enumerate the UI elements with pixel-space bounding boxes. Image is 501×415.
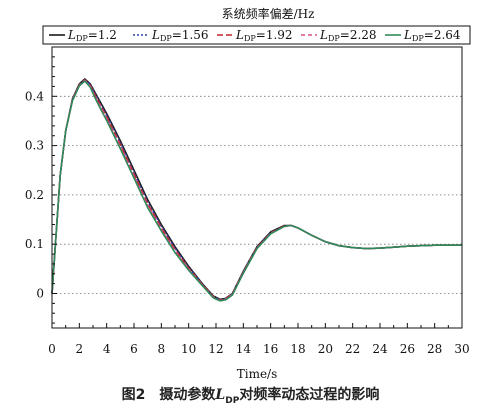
x-tick-label: 26	[400, 342, 415, 356]
x-tick-label: 8	[158, 342, 166, 356]
figure-caption: 图2 摄动参数LDP对频率动态过程的影响	[0, 384, 501, 406]
x-axis-label: Time/s	[237, 367, 278, 380]
x-tick-label: 18	[290, 342, 305, 356]
x-tick-label: 22	[345, 342, 360, 356]
series-line-4	[51, 79, 462, 302]
x-axis: 0 2 4 6 8 10 12 14 16 18 20 22 24 26 28 30	[48, 323, 470, 356]
x-tick-label: 20	[318, 342, 333, 356]
y-tick-label: 0.1	[25, 237, 44, 251]
y-tick-label: 0.4	[25, 89, 44, 103]
y-tick-label: 0	[36, 286, 44, 300]
caption-suffix: 对频率动态过程的影响	[239, 387, 380, 403]
y-tick-label: 0.2	[25, 188, 44, 202]
caption-prefix: 图2 摄动参数	[121, 387, 216, 403]
series-group	[51, 78, 462, 302]
series-line-2	[51, 78, 462, 301]
caption-subscript: DP	[225, 395, 240, 406]
chart-title: 系统频率偏差/Hz	[222, 6, 315, 21]
x-tick-label: 24	[372, 342, 388, 356]
legend-label-4: LDP=2.28	[319, 28, 377, 43]
x-tick-label: 6	[130, 342, 138, 356]
series-line-1	[51, 78, 462, 301]
x-tick-label: 4	[103, 342, 111, 356]
legend-label-3: LDP=1.92	[235, 28, 293, 43]
x-tick-label: 10	[181, 342, 196, 356]
y-tick-label: 0.3	[25, 139, 44, 153]
legend-label-5: LDP=2.64	[403, 28, 461, 43]
series-line-5	[51, 80, 462, 302]
legend-label-1: LDP=1.2	[67, 28, 117, 43]
chart: 系统频率偏差/Hz LDP=1.2 LDP=1.56 LDP=1.92 LDP=2.2…	[25, 6, 471, 380]
x-tick-label: 0	[48, 342, 56, 356]
y-axis: 0 0.1 0.2 0.3 0.4	[25, 56, 57, 324]
x-tick-label: 12	[208, 342, 223, 356]
plot-frame	[51, 46, 463, 329]
legend-box	[42, 25, 471, 45]
caption-symbol: L	[215, 387, 226, 403]
x-tick-label: 14	[236, 342, 252, 356]
x-tick-label: 2	[76, 342, 84, 356]
x-tick-label: 28	[427, 342, 442, 356]
legend-label-2: LDP=1.56	[151, 28, 209, 43]
x-tick-label: 16	[263, 342, 278, 356]
legend: LDP=1.2 LDP=1.56 LDP=1.92 LDP=2.28 LDP=2.64	[42, 25, 471, 45]
series-line-3	[51, 79, 462, 302]
x-tick-label: 30	[454, 342, 469, 356]
